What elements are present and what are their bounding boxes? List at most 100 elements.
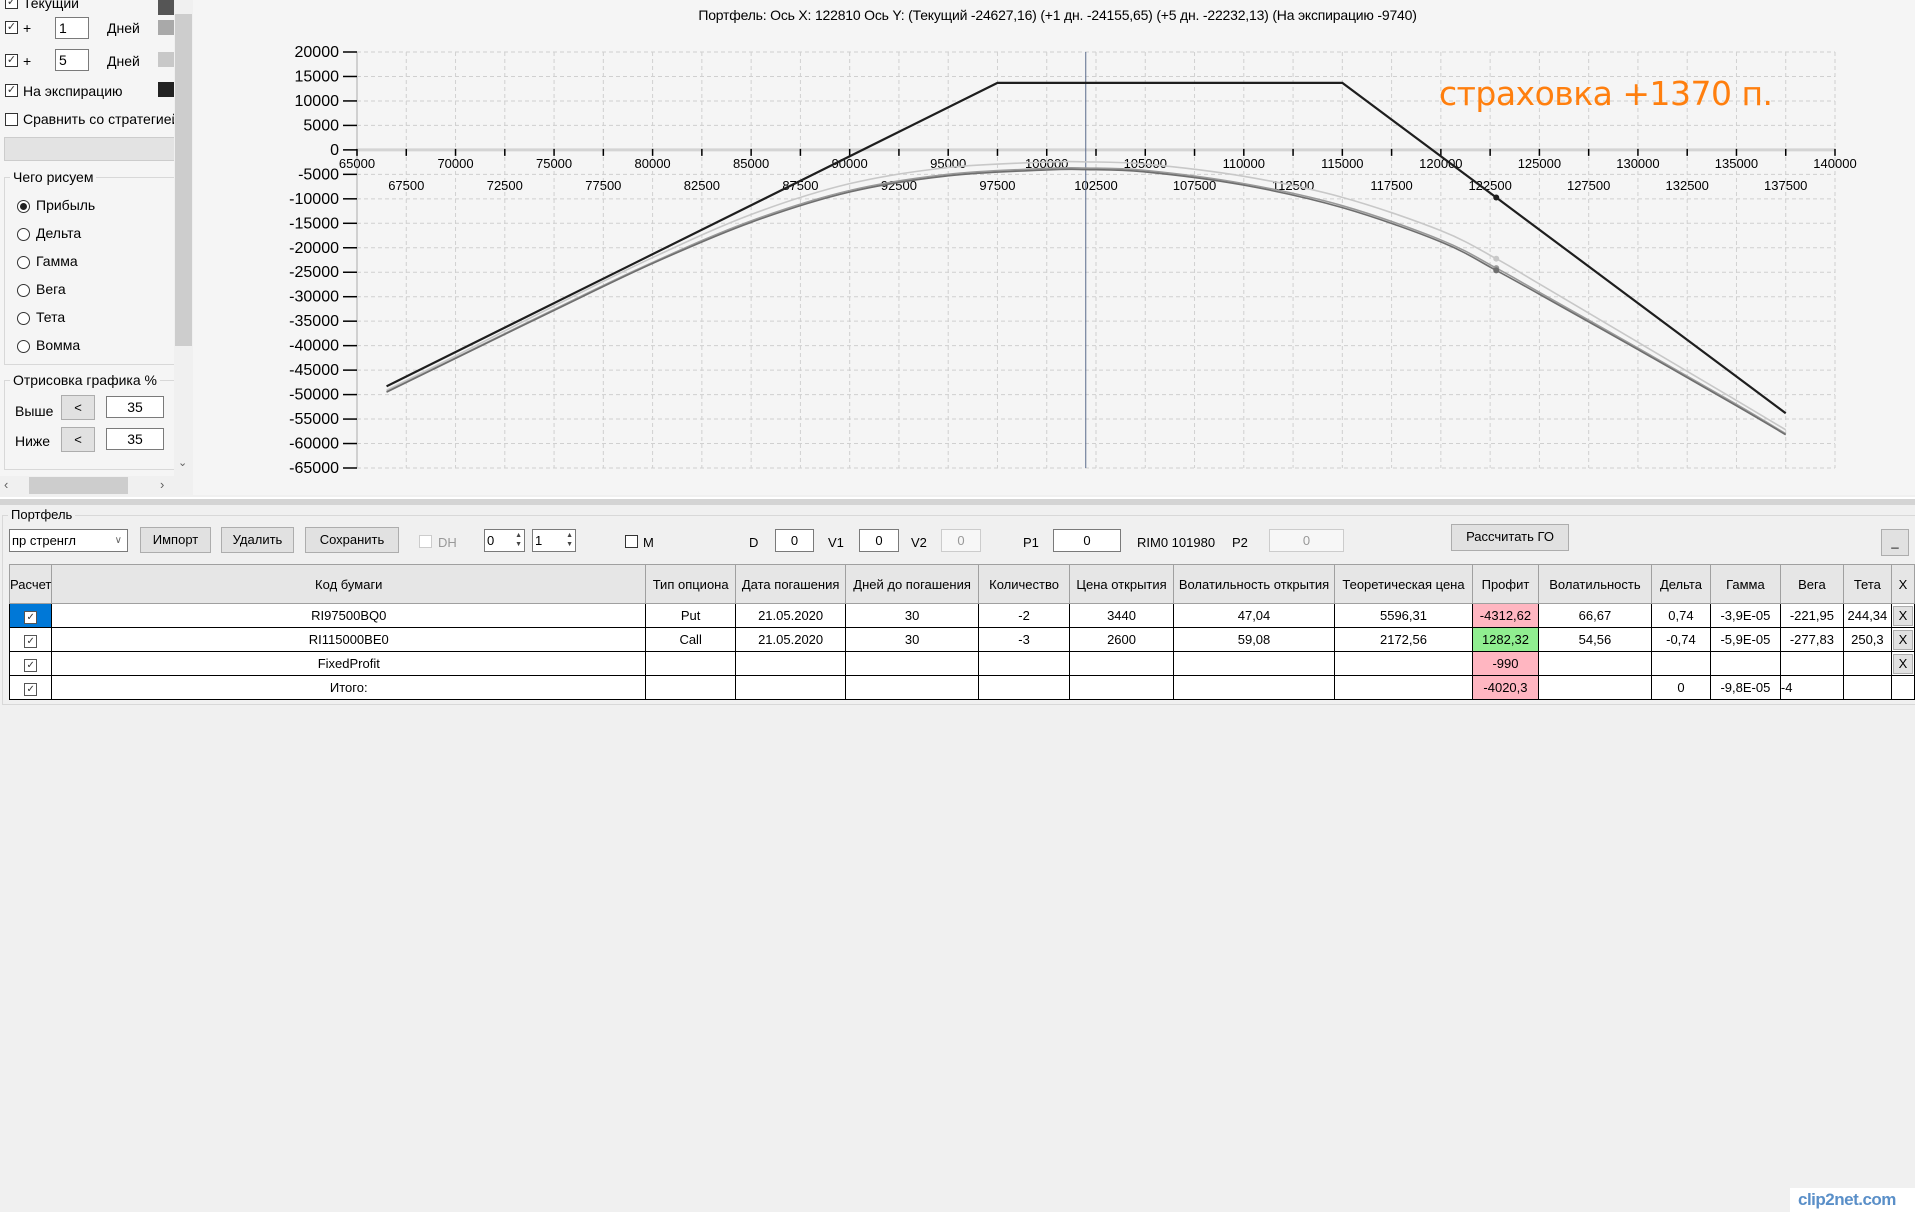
column-header[interactable]: X [1890, 564, 1915, 604]
cell-open_price[interactable]: 2600 [1069, 627, 1175, 652]
minimize-button[interactable]: _ [1881, 529, 1909, 556]
above-percent-input[interactable]: 35 [106, 396, 164, 418]
p1-input[interactable]: 0 [1053, 529, 1121, 552]
table-row[interactable]: ✓ FixedProfit -990 X [8, 651, 1915, 676]
calc-cell[interactable]: ✓ [8, 675, 53, 700]
cell-qty[interactable] [978, 651, 1071, 676]
scroll-right-icon[interactable]: › [160, 477, 165, 492]
column-header[interactable]: Дельта [1650, 564, 1711, 604]
cell-date[interactable] [735, 651, 847, 676]
cell-type[interactable] [645, 651, 737, 676]
column-header[interactable]: Тип опциона [645, 564, 737, 604]
cell-delta[interactable]: -0,74 [1650, 627, 1711, 652]
calc-checkbox[interactable]: ✓ [24, 682, 38, 696]
scrollbar-thumb[interactable] [175, 14, 192, 346]
cell-code[interactable]: FixedProfit [51, 651, 647, 676]
left-panel-horizontal-scrollbar[interactable]: ‹ › [0, 476, 193, 495]
cell-vol[interactable] [1537, 651, 1652, 676]
calc-checkbox[interactable]: ✓ [24, 610, 38, 624]
strategy-compare-field[interactable] [4, 137, 174, 161]
expiry-color-swatch[interactable] [158, 82, 174, 97]
column-header[interactable]: Тета [1842, 564, 1892, 604]
cell-code[interactable]: Итого: [51, 675, 647, 700]
cell-theta[interactable] [1842, 675, 1892, 700]
delete-button[interactable]: Удалить [221, 527, 294, 553]
cell-type[interactable]: Call [645, 627, 737, 652]
cell-profit[interactable]: 1282,32 [1471, 627, 1539, 652]
cell-vega[interactable]: -4 [1779, 675, 1844, 700]
cell-gamma[interactable]: -9,8E-05 [1709, 675, 1781, 700]
v2-input[interactable]: 0 [941, 529, 981, 552]
plus5-color-swatch[interactable] [158, 52, 174, 67]
cell-vol[interactable]: 54,56 [1537, 627, 1652, 652]
toggle-plus5-checkbox[interactable]: ✓ [5, 54, 18, 67]
toggle-plus1-checkbox[interactable]: ✓ [5, 21, 18, 34]
column-header[interactable]: Расчет [8, 564, 53, 604]
left-panel-vertical-scrollbar[interactable]: ⌄ [174, 0, 193, 476]
scrollbar-thumb[interactable] [29, 477, 128, 494]
profit-chart[interactable]: 20000 15000 10000 5000 0 -5000 -10000 -15000 -20… [0, 0, 1915, 495]
toggle-current-checkbox[interactable]: ✓ [5, 0, 18, 9]
plus1-days-input[interactable]: 1 [55, 17, 89, 39]
calc-cell[interactable]: ✓ [8, 651, 53, 676]
cell-theo[interactable] [1334, 675, 1473, 700]
cell-open_vol[interactable]: 59,08 [1173, 627, 1335, 652]
compare-checkbox[interactable] [5, 113, 18, 126]
above-decrease-button[interactable]: < [61, 395, 95, 420]
column-header[interactable]: Вега [1779, 564, 1844, 604]
cell-days[interactable]: 30 [845, 603, 980, 628]
plus1-color-swatch[interactable] [158, 20, 174, 35]
cell-theo[interactable]: 5596,31 [1334, 603, 1473, 628]
radio-1[interactable] [17, 228, 30, 241]
cell-open_price[interactable]: 3440 [1069, 603, 1175, 628]
column-header[interactable]: Код бумаги [51, 564, 647, 604]
m-checkbox[interactable] [625, 535, 638, 548]
cell-open_price[interactable] [1069, 651, 1175, 676]
cell-vega[interactable] [1779, 651, 1844, 676]
cell-days[interactable]: 30 [845, 627, 980, 652]
cell-gamma[interactable]: -5,9E-05 [1709, 627, 1781, 652]
column-header[interactable]: Профит [1471, 564, 1539, 604]
spinner-1[interactable]: 0 ▲ ▼ [484, 529, 525, 552]
cell-open_vol[interactable] [1173, 651, 1335, 676]
remove-row-button[interactable]: X [1892, 629, 1913, 650]
column-header[interactable]: Дата погашения [735, 564, 847, 604]
cell-date[interactable]: 21.05.2020 [735, 603, 847, 628]
radio-2[interactable] [17, 256, 30, 269]
below-percent-input[interactable]: 35 [106, 428, 164, 450]
column-header[interactable]: Дней до погашения [845, 564, 980, 604]
radio-0[interactable] [17, 200, 30, 213]
cell-delta[interactable]: 0 [1650, 675, 1711, 700]
cell-type[interactable]: Put [645, 603, 737, 628]
cell-vol[interactable]: 66,67 [1537, 603, 1652, 628]
cell-theo[interactable] [1334, 651, 1473, 676]
cell-delta[interactable] [1650, 651, 1711, 676]
radio-3[interactable] [17, 284, 30, 297]
remove-row-button[interactable]: X [1892, 653, 1913, 674]
cell-code[interactable]: RI97500BQ0 [51, 603, 647, 628]
spin-arrows-icon[interactable]: ▲ ▼ [566, 532, 573, 548]
cell-open_price[interactable] [1069, 675, 1175, 700]
cell-delta[interactable]: 0,74 [1650, 603, 1711, 628]
p2-input[interactable]: 0 [1269, 529, 1344, 552]
cell-gamma[interactable]: -3,9E-05 [1709, 603, 1781, 628]
cell-code[interactable]: RI115000BE0 [51, 627, 647, 652]
save-button[interactable]: Сохранить [305, 527, 399, 553]
column-header[interactable]: Теоретическая цена [1334, 564, 1473, 604]
spin-arrows-icon[interactable]: ▲ ▼ [515, 532, 522, 548]
cell-qty[interactable]: -2 [978, 603, 1071, 628]
cell-vol[interactable] [1537, 675, 1652, 700]
calc-cell[interactable]: ✓ [8, 627, 53, 652]
calculate-margin-button[interactable]: Рассчитать ГО [1451, 524, 1569, 551]
cell-theta[interactable]: 244,34 [1842, 603, 1892, 628]
calc-checkbox[interactable]: ✓ [24, 658, 38, 672]
column-header[interactable]: Волатильность [1537, 564, 1652, 604]
cell-theo[interactable]: 2172,56 [1334, 627, 1473, 652]
toggle-expiry-checkbox[interactable]: ✓ [5, 84, 18, 97]
table-row[interactable]: ✓ RI97500BQ0 Put 21.05.2020 30 -2 3440 47,04 559… [8, 603, 1915, 628]
splitter[interactable] [0, 497, 1915, 505]
calc-cell[interactable]: ✓ [8, 603, 53, 628]
radio-4[interactable] [17, 312, 30, 325]
radio-5[interactable] [17, 340, 30, 353]
table-row[interactable]: ✓ RI115000BE0 Call 21.05.2020 30 -3 2600 59,08 2… [8, 627, 1915, 652]
